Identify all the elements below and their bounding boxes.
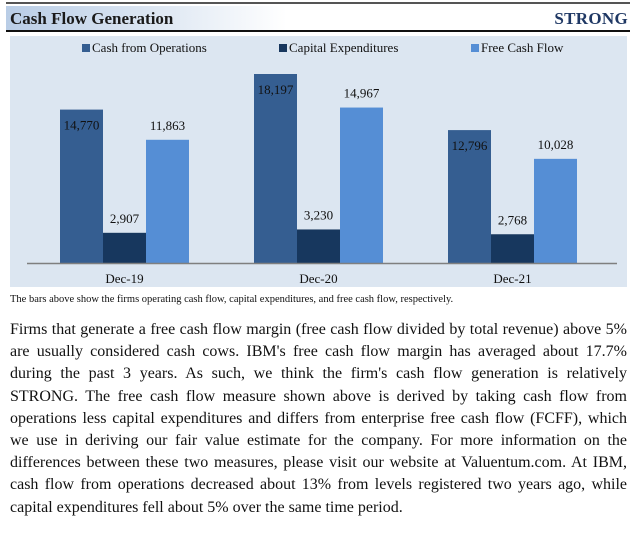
x-tick-label: Dec-21 bbox=[493, 271, 531, 286]
legend-item-cash-from-operations: Cash from Operations bbox=[82, 40, 207, 56]
legend-label: Capital Expenditures bbox=[289, 40, 399, 55]
legend-swatch bbox=[279, 44, 287, 52]
section-header: Cash Flow Generation STRONG bbox=[6, 6, 630, 32]
bar bbox=[103, 232, 146, 263]
bar bbox=[448, 130, 491, 263]
data-label: 3,230 bbox=[304, 207, 333, 222]
rating-badge: STRONG bbox=[554, 9, 628, 28]
bar bbox=[491, 234, 534, 263]
bar bbox=[254, 74, 297, 263]
legend-item-free-cash-flow: Free Cash Flow bbox=[471, 40, 563, 56]
bar bbox=[340, 107, 383, 263]
section-title: Cash Flow Generation bbox=[10, 9, 174, 28]
bar bbox=[297, 229, 340, 263]
top-rule bbox=[6, 2, 630, 4]
data-label: 2,907 bbox=[110, 211, 140, 226]
legend-item-capital-expenditures: Capital Expenditures bbox=[279, 40, 398, 56]
data-label: 14,967 bbox=[344, 86, 380, 101]
data-label: 10,028 bbox=[538, 137, 574, 152]
chart-panel: Cash from Operations Capital Expenditure… bbox=[10, 36, 627, 287]
x-tick-label: Dec-19 bbox=[105, 271, 143, 286]
bar-chart: 14,770 2,907 11,863 Dec-19 18,197 3,230 14,967… bbox=[27, 74, 617, 286]
bar bbox=[146, 139, 189, 263]
chart-caption: The bars above show the firms operating … bbox=[10, 294, 454, 305]
legend-swatch bbox=[82, 44, 90, 52]
bar bbox=[60, 109, 103, 264]
x-tick-label: Dec-20 bbox=[299, 271, 337, 286]
analysis-paragraph: Firms that generate a free cash flow mar… bbox=[10, 321, 627, 516]
data-label: 2,768 bbox=[498, 212, 527, 227]
legend-swatch bbox=[471, 44, 479, 52]
data-label: 18,197 bbox=[258, 82, 294, 97]
bar bbox=[534, 158, 577, 263]
data-label: 12,796 bbox=[452, 138, 488, 153]
legend-label: Cash from Operations bbox=[92, 40, 207, 55]
legend-label: Free Cash Flow bbox=[481, 40, 564, 55]
data-label: 11,863 bbox=[150, 118, 185, 133]
chart-legend: Cash from Operations Capital Expenditure… bbox=[10, 40, 627, 56]
data-label: 14,770 bbox=[64, 118, 100, 133]
